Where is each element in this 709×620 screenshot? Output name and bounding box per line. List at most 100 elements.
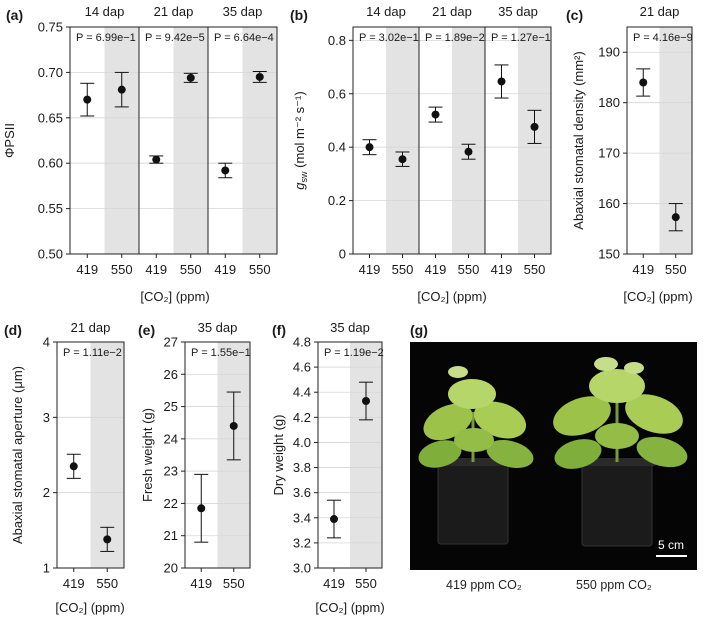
y-axis-label: Abaxial stomatal aperture (μm) <box>10 366 25 544</box>
group-title: 21 dap <box>432 4 472 19</box>
y-tick-label: 170 <box>598 146 620 161</box>
y-tick-label: 4.8 <box>293 335 311 350</box>
panel-c: (c) 150 160 170 180 190 Abaxial stomatal densi… <box>566 4 693 304</box>
x-tick-label: 550 <box>665 262 687 277</box>
panel-label: (b) <box>290 7 308 23</box>
data-point-550 <box>530 122 539 131</box>
plot-frame <box>56 341 125 569</box>
x-tick-label: 550 <box>223 576 245 591</box>
plot-frame <box>69 26 278 255</box>
panel-label: (d) <box>4 322 22 338</box>
y-tick-label: 0.65 <box>38 110 63 125</box>
data-point-419 <box>221 166 230 175</box>
x-tick-label: 419 <box>632 262 654 277</box>
y-tick-label: 0.6 <box>328 86 346 101</box>
plant-photo: 5 cm <box>410 342 697 570</box>
y-tick-label: 0.8 <box>328 33 346 48</box>
y-tick-label: 0 <box>339 247 346 262</box>
p-value: P = 6.64e−4 <box>214 32 274 44</box>
panel-label: (a) <box>6 7 23 23</box>
panel-b: (b) 0 0.2 0.4 0.6 0.8 gsw (mol m⁻² s⁻¹) 14 dap P… <box>290 4 552 304</box>
p-value: P = 1.55e−1 <box>191 347 251 359</box>
data-point-419 <box>431 110 440 119</box>
x-tick-label: 419 <box>425 262 447 277</box>
elevated-co2-shade <box>173 27 208 254</box>
y-tick-label: 0.2 <box>328 193 346 208</box>
y-tick-label: 1 <box>43 561 50 576</box>
x-tick-label: 550 <box>355 576 377 591</box>
plot-frame <box>184 341 251 569</box>
y-tick-label: 22 <box>164 496 178 511</box>
y-axis-label: Dry weight (g) <box>271 415 286 496</box>
x-axis-label: [CO₂] (ppm) <box>623 289 692 304</box>
y-tick-label: 4.2 <box>293 410 311 425</box>
x-tick-label: 419 <box>190 576 212 591</box>
x-tick-label: 419 <box>359 262 381 277</box>
data-point-550 <box>117 85 126 94</box>
p-value: P = 6.99e−1 <box>76 32 136 44</box>
p-value: P = 9.42e−5 <box>145 32 205 44</box>
group-title: 14 dap <box>85 4 125 19</box>
x-tick-label: 419 <box>145 262 167 277</box>
p-value: P = 4.16e−9 <box>633 32 693 44</box>
group-title: 35 dap <box>330 320 370 335</box>
x-tick-label: 419 <box>214 262 236 277</box>
panel-label: (e) <box>138 322 155 338</box>
y-tick-label: 160 <box>598 196 620 211</box>
x-axis-label: [CO₂] (ppm) <box>417 289 486 304</box>
y-axis-label: ΦPSII <box>2 123 17 158</box>
y-tick-label: 0.4 <box>328 140 346 155</box>
elevated-co2-shade <box>452 27 485 254</box>
panel-label-g: (g) <box>410 322 428 338</box>
y-tick-label: 3.0 <box>293 561 311 576</box>
data-point-550 <box>362 397 370 406</box>
p-value: P = 1.89e−2 <box>425 32 485 44</box>
group-title: 35 dap <box>198 320 238 335</box>
x-tick-label: 550 <box>180 262 202 277</box>
y-tick-label: 0.50 <box>38 247 63 262</box>
panel-a: (a) 0.50 0.55 0.60 0.65 0.70 0.75 ΦPSII 14 dap P … <box>2 4 278 304</box>
data-point-550 <box>229 421 238 430</box>
y-tick-label: 3.6 <box>293 485 311 500</box>
photo-caption-right: 550 ppm CO₂ <box>576 578 652 592</box>
data-point-550 <box>671 213 680 222</box>
data-point-419 <box>639 78 648 87</box>
x-tick-label: 419 <box>323 576 345 591</box>
x-tick-label: 550 <box>524 262 546 277</box>
group-title: 35 dap <box>223 4 263 19</box>
data-point-419 <box>152 155 161 164</box>
y-tick-label: 0.55 <box>38 201 63 216</box>
y-tick-label: 0.70 <box>38 65 63 80</box>
y-tick-label: 180 <box>598 95 620 110</box>
elevated-co2-shade <box>242 27 277 254</box>
y-tick-label: 0.75 <box>38 20 63 35</box>
plant-left <box>418 366 534 545</box>
panel-label: (f) <box>272 322 286 338</box>
data-point-419 <box>497 77 506 86</box>
group-title: 35 dap <box>498 4 538 19</box>
data-point-419 <box>83 95 92 104</box>
x-tick-label: 550 <box>392 262 414 277</box>
y-tick-label: 26 <box>164 367 178 382</box>
x-tick-label: 419 <box>76 262 98 277</box>
data-point-419 <box>365 143 374 152</box>
plot-frame <box>317 341 383 569</box>
y-tick-label: 24 <box>164 431 178 446</box>
plant-right <box>553 357 688 547</box>
data-point-419 <box>330 515 338 524</box>
y-axis-label: Abaxial stomatal density (mm²) <box>571 51 586 229</box>
x-axis-label: [CO₂] (ppm) <box>55 600 124 615</box>
panel-e: (e) 20 21 22 23 24 25 26 27 Fresh weight (g) 35 da… <box>138 320 251 591</box>
y-tick-label: 150 <box>598 247 620 262</box>
p-value: P = 1.27e−1 <box>491 32 551 44</box>
y-tick-label: 2 <box>43 485 50 500</box>
y-tick-label: 23 <box>164 464 178 479</box>
elevated-co2-shade <box>350 342 382 568</box>
y-tick-label: 4.4 <box>293 385 311 400</box>
x-axis-label: [CO₂] (ppm) <box>315 600 384 615</box>
y-tick-label: 3.4 <box>293 510 311 525</box>
y-tick-label: 190 <box>598 45 620 60</box>
y-tick-label: 27 <box>164 335 178 350</box>
y-tick-label: 21 <box>164 528 178 543</box>
